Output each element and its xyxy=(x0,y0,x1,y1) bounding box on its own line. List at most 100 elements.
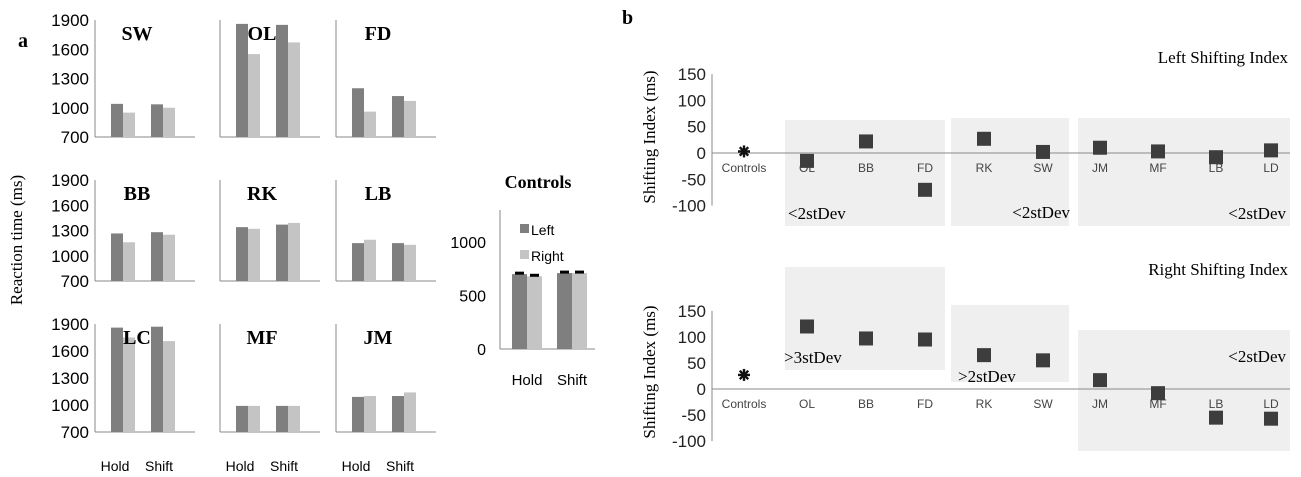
bar-JM-shift-right xyxy=(404,392,416,432)
bar-FD-shift-right xyxy=(404,100,416,137)
y-tick-label: 1900 xyxy=(51,171,89,190)
data-point-RK xyxy=(977,131,991,146)
controls-x-tick-label: Hold xyxy=(512,372,543,389)
data-point-FD xyxy=(918,332,932,347)
panel-b-bottom-ylabel: Shifting Index (ms) xyxy=(640,305,659,438)
bar-OL-hold-right xyxy=(248,54,260,137)
y-tick-label: 700 xyxy=(61,272,89,291)
panel-a-label: a xyxy=(18,30,28,52)
bar-LB-hold-left xyxy=(352,243,364,281)
category-label-BB: BB xyxy=(858,161,874,175)
shifting-y-tick-label: -100 xyxy=(672,432,706,451)
bar-OL-hold-left xyxy=(236,23,248,137)
shifting-y-tick-label: 50 xyxy=(687,118,706,137)
category-label-LD: LD xyxy=(1263,161,1279,175)
data-point-LB xyxy=(1209,150,1223,165)
controls-marker xyxy=(738,145,750,158)
y-tick-label: 700 xyxy=(61,128,89,147)
shifting-y-tick-label: 150 xyxy=(678,302,706,321)
group-label: >3stDev xyxy=(784,348,842,367)
shifting-y-tick-label: 150 xyxy=(678,65,706,84)
bar-BB-hold-right xyxy=(123,242,135,281)
bar-RK-hold-right xyxy=(248,228,260,281)
y-tick-label: 1600 xyxy=(51,196,89,215)
data-point-MF xyxy=(1151,386,1165,401)
data-point-BB xyxy=(859,331,873,346)
bar-SW-shift-left xyxy=(151,104,163,137)
controls-y-tick-label: 0 xyxy=(477,342,486,359)
y-tick-label: 1300 xyxy=(51,70,89,89)
x-tick-label: Hold xyxy=(226,458,255,474)
controls-x-tick-label: Shift xyxy=(557,372,588,389)
data-point-BB xyxy=(859,134,873,149)
bar-FD-hold-left xyxy=(352,88,364,137)
patient-label-SW: SW xyxy=(121,23,152,45)
group-shade xyxy=(951,305,1069,382)
patient-label-RK: RK xyxy=(247,183,277,205)
bar-JM-hold-right xyxy=(364,396,376,432)
bar-FD-hold-right xyxy=(364,111,376,137)
x-tick-label: Shift xyxy=(270,458,298,474)
bar-OL-shift-left xyxy=(276,24,288,137)
legend-swatch-right xyxy=(520,250,529,259)
shifting-y-tick-label: -50 xyxy=(681,170,706,189)
patient-label-LC: LC xyxy=(123,327,151,349)
controls-y-tick-label: 1000 xyxy=(450,235,486,252)
x-tick-label: Hold xyxy=(342,458,371,474)
y-tick-label: 1900 xyxy=(51,315,89,334)
data-point-JM xyxy=(1093,373,1107,388)
category-label-FD: FD xyxy=(917,161,933,175)
left-shifting-title: Left Shifting Index xyxy=(1158,48,1289,67)
bar-BB-hold-left xyxy=(111,233,123,281)
group-shade xyxy=(1078,118,1290,226)
y-tick-label: 1300 xyxy=(51,222,89,241)
data-point-RK xyxy=(977,348,991,363)
y-tick-label: 1300 xyxy=(51,369,89,388)
bar-SW-shift-right xyxy=(163,107,175,137)
legend-label-left: Left xyxy=(531,222,554,238)
patient-label-OL: OL xyxy=(248,23,277,45)
y-tick-label: 1600 xyxy=(51,342,89,361)
category-label-MF: MF xyxy=(1149,161,1166,175)
legend-swatch-left xyxy=(520,224,529,233)
bar-MF-hold-right xyxy=(248,405,260,432)
x-tick-label: Shift xyxy=(386,458,414,474)
category-label-BB: BB xyxy=(858,397,874,411)
controls-bar-shift-right xyxy=(572,273,587,349)
data-point-MF xyxy=(1151,144,1165,159)
category-label-JM: JM xyxy=(1092,397,1108,411)
data-point-FD xyxy=(918,182,932,197)
category-label-JM: JM xyxy=(1092,161,1108,175)
bar-LB-hold-right xyxy=(364,239,376,281)
shifting-y-tick-label: 100 xyxy=(678,91,706,110)
x-tick-label: Hold xyxy=(101,458,130,474)
y-tick-label: 1600 xyxy=(51,40,89,59)
bar-LC-shift-left xyxy=(151,326,163,432)
y-tick-label: 1000 xyxy=(51,99,89,118)
panel-b-top-ylabel: Shifting Index (ms) xyxy=(640,70,659,203)
bar-RK-shift-right xyxy=(288,222,300,281)
patient-label-BB: BB xyxy=(124,183,151,205)
bar-MF-shift-left xyxy=(276,405,288,432)
controls-bar-hold-left xyxy=(512,274,527,349)
category-label-OL: OL xyxy=(799,397,815,411)
group-label: <2stDev xyxy=(1228,347,1286,366)
category-label-SW: SW xyxy=(1033,161,1053,175)
data-point-SW xyxy=(1036,353,1050,368)
y-tick-label: 1900 xyxy=(51,11,89,30)
bar-LC-shift-right xyxy=(163,341,175,432)
group-shade xyxy=(785,267,945,370)
bar-JM-shift-left xyxy=(392,396,404,432)
bar-RK-shift-left xyxy=(276,224,288,281)
category-label-Controls: Controls xyxy=(722,161,767,175)
bar-MF-shift-right xyxy=(288,405,300,432)
bar-FD-shift-left xyxy=(392,96,404,137)
bar-LC-hold-right xyxy=(123,337,135,432)
bar-LB-shift-left xyxy=(392,243,404,281)
x-tick-label: Shift xyxy=(145,458,173,474)
group-label: <2stDev xyxy=(788,204,846,223)
bar-OL-shift-right xyxy=(288,42,300,137)
panel-b-shifting-index: -100 -50 0 50 100 150 Controls OL BB FD RK SW JM MF LB… xyxy=(672,65,1290,451)
panel-b-label: b xyxy=(622,7,633,29)
